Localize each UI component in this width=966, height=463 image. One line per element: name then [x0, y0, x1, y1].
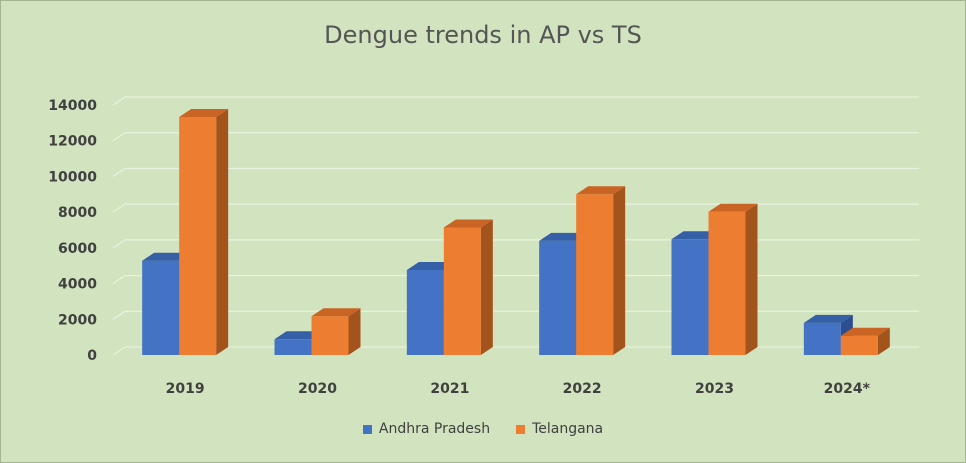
bar-side-telangana — [877, 327, 890, 355]
gridline-floor-edge — [112, 346, 126, 356]
bar-top-andhra-pradesh — [803, 314, 853, 323]
y-tick-label: 14000 — [48, 98, 97, 114]
bar-top-telangana — [443, 219, 493, 228]
bar-andhra-pradesh — [406, 270, 444, 355]
y-tick-label: 8000 — [58, 205, 97, 221]
gridline-floor-edge — [112, 275, 126, 284]
bar-top-andhra-pradesh — [274, 331, 324, 340]
y-tick-label: 12000 — [48, 134, 97, 150]
bar-andhra-pradesh — [803, 322, 841, 355]
y-tick-label: 0 — [87, 348, 97, 364]
gridline-floor-edge — [112, 132, 126, 142]
bar-side-telangana — [613, 186, 626, 355]
chart-title: Dengue trends in AP vs TS — [324, 21, 642, 49]
bar-telangana — [708, 211, 746, 355]
legend-label-telangana: Telangana — [532, 421, 604, 437]
bar-top-telangana — [708, 203, 758, 212]
bar-andhra-pradesh — [539, 240, 577, 355]
bar-telangana — [443, 227, 481, 355]
gridline-floor-edge — [112, 310, 126, 320]
legend-item-andhra-pradesh: Andhra Pradesh — [362, 421, 491, 437]
y-tick-label: 2000 — [58, 312, 97, 328]
legend-label-andhra-pradesh: Andhra Pradesh — [378, 421, 491, 437]
gridline-floor-edge — [112, 96, 126, 106]
bar-telangana — [576, 194, 614, 355]
x-tick-label: 2019 — [166, 381, 205, 397]
legend: Andhra Pradesh Telangana — [1, 421, 965, 437]
gridline-floor-edge — [112, 239, 126, 249]
legend-swatch-telangana — [516, 424, 526, 434]
bar-side-telangana — [216, 108, 229, 355]
y-tick-label: 6000 — [58, 241, 97, 257]
bar-side-telangana — [480, 219, 493, 355]
bar-telangana — [179, 116, 217, 355]
bar-top-telangana — [576, 186, 626, 195]
bar-telangana — [840, 335, 878, 355]
bar-andhra-pradesh — [671, 239, 709, 355]
x-tick-label: 2021 — [430, 381, 469, 397]
legend-item-telangana: Telangana — [516, 421, 603, 437]
bar-side-telangana — [348, 308, 361, 355]
gridline-floor-edge — [112, 203, 126, 213]
legend-swatch-andhra-pradesh — [362, 424, 372, 434]
bar-top-telangana — [840, 327, 890, 336]
bar-top-andhra-pradesh — [406, 262, 456, 270]
gridline-floor-edge — [112, 168, 126, 177]
x-tick-label: 2020 — [298, 381, 337, 397]
bar-top-telangana — [311, 308, 361, 317]
y-tick-label: 10000 — [48, 169, 97, 185]
bar-side-telangana — [745, 203, 758, 355]
bar-andhra-pradesh — [142, 260, 180, 355]
x-tick-label: 2024* — [824, 381, 871, 397]
bar-andhra-pradesh — [274, 339, 312, 355]
bar-top-telangana — [179, 108, 229, 117]
bar-telangana — [311, 316, 349, 355]
bar-top-andhra-pradesh — [142, 252, 192, 261]
x-tick-label: 2022 — [563, 381, 602, 397]
x-tick-label: 2023 — [695, 381, 734, 397]
y-tick-label: 4000 — [58, 277, 97, 293]
bar-top-andhra-pradesh — [539, 232, 589, 241]
bar-top-andhra-pradesh — [671, 231, 721, 240]
